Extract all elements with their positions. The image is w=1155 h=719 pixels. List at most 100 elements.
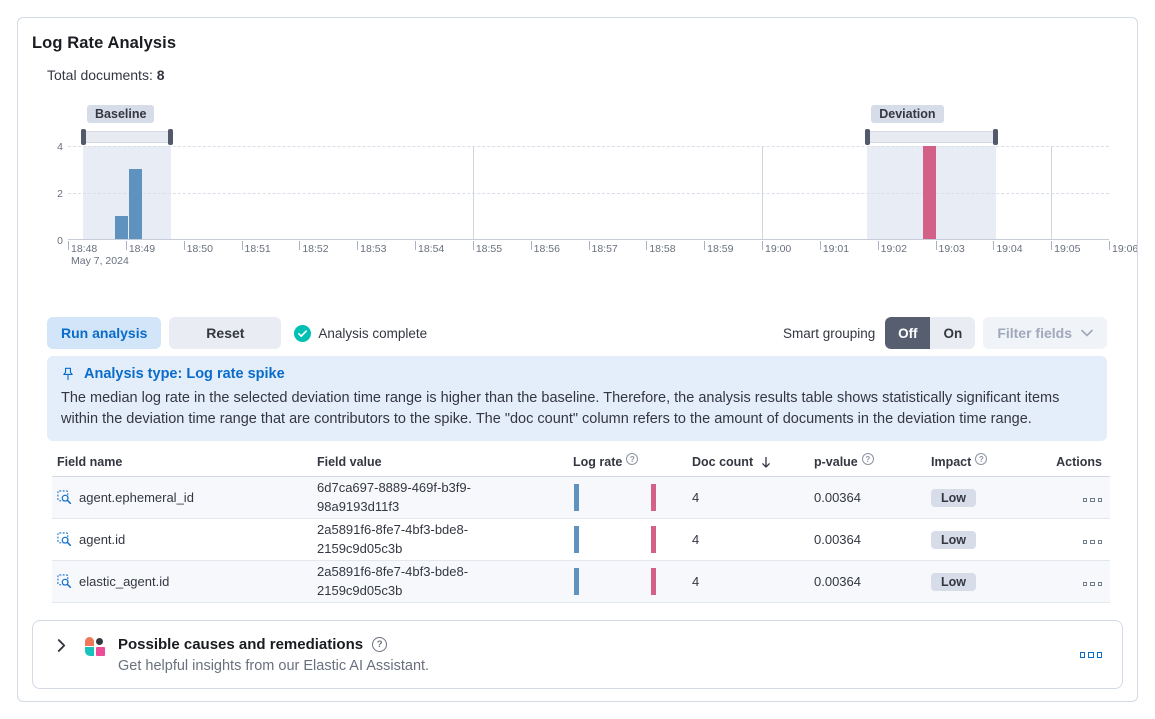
baseline-brush-handle-left[interactable] — [81, 129, 87, 145]
mini-deviation-bar — [651, 484, 656, 511]
pin-icon — [61, 367, 75, 381]
baseline-brush-handle-right[interactable] — [167, 129, 173, 145]
smart-grouping-off[interactable]: Off — [885, 317, 931, 349]
header-impact[interactable]: Impact? — [913, 453, 1037, 477]
total-documents: Total documents: 8 — [47, 67, 1123, 83]
reset-button[interactable]: Reset — [169, 317, 282, 349]
x-axis-label: 19:05 — [1054, 243, 1081, 255]
field-value: 6d7ca697-8889-469f-b3f9-98a9193d11f3 — [317, 480, 471, 514]
y-gridline — [68, 146, 1109, 147]
y-gridline — [68, 192, 1109, 194]
x-axis-label: 18:50 — [186, 243, 213, 255]
header-field-value[interactable]: Field value — [317, 453, 557, 477]
field-name: agent.id — [79, 532, 126, 547]
x-axis-tick — [472, 241, 474, 250]
table-row: elastic_agent.id 2a5891f6-8fe7-4bf3-bde8-… — [52, 560, 1110, 603]
ai-panel-title: Possible causes and remediations — [118, 636, 364, 653]
filter-field-search-icon[interactable] — [57, 490, 72, 505]
ai-panel-subtitle: Get helpful insights from our Elastic AI… — [118, 658, 430, 674]
check-circle-icon — [294, 324, 312, 342]
analysis-status: Analysis complete — [294, 324, 427, 342]
x-axis-tick — [935, 241, 937, 250]
x-axis-tick — [530, 241, 532, 250]
mini-baseline-bar — [574, 568, 579, 595]
callout-title-row: Analysis type: Log rate spike — [61, 366, 1093, 382]
x-axis-tick — [357, 241, 359, 250]
p-value-cell: 0.00364 — [795, 560, 913, 603]
y-axis-label: 0 — [57, 234, 63, 247]
total-documents-count: 8 — [156, 67, 165, 83]
help-icon[interactable]: ? — [372, 637, 388, 652]
impact-info-icon[interactable]: ? — [975, 453, 988, 465]
filter-field-search-icon[interactable] — [57, 532, 72, 547]
smart-grouping-toggle: Off On — [885, 317, 976, 349]
p-value-cell: 0.00364 — [795, 476, 913, 519]
x-axis-tick — [704, 241, 706, 250]
brush-badge-row: Baseline Deviation — [68, 105, 1109, 125]
x-axis-tick — [762, 241, 763, 250]
ai-assistant-panel[interactable]: Possible causes and remediations ? Get h… — [32, 620, 1123, 689]
x-axis-label: 18:55 — [475, 243, 503, 255]
header-p-value[interactable]: p-value? — [795, 453, 913, 477]
log-rate-info-icon[interactable]: ? — [626, 453, 639, 465]
x-axis-label: 18:59 — [707, 243, 734, 255]
header-doc-count[interactable]: Doc count — [677, 453, 795, 477]
deviation-brush-handle-left[interactable] — [865, 129, 871, 145]
row-actions-icon[interactable] — [1082, 581, 1102, 586]
header-log-rate[interactable]: Log rate? — [557, 453, 677, 477]
callout-title: Analysis type: Log rate spike — [84, 366, 285, 382]
x-axis-label: 18:56 — [533, 243, 560, 255]
field-name: elastic_agent.id — [79, 574, 170, 589]
x-axis-tick — [877, 241, 879, 250]
field-value: 2a5891f6-8fe7-4bf3-bde8-2159c9d05c3b — [317, 564, 469, 598]
analysis-type-callout: Analysis type: Log rate spike The median… — [47, 356, 1107, 441]
p-value-info-icon[interactable]: ? — [861, 453, 874, 465]
table-header-row: Field name Field value Log rate? Doc cou… — [52, 453, 1110, 477]
smart-grouping-on[interactable]: On — [930, 317, 976, 349]
row-actions-icon[interactable] — [1082, 539, 1102, 544]
impact-badge: Low — [931, 488, 976, 507]
run-analysis-button[interactable]: Run analysis — [47, 317, 162, 349]
table-row: agent.ephemeral_id 6d7ca697-8889-469f-b3f… — [52, 476, 1110, 519]
x-axis-label: 19:01 — [822, 243, 850, 255]
deviation-brush-handle-right[interactable] — [993, 129, 999, 145]
impact-badge: Low — [931, 530, 976, 549]
brush-overlay — [68, 129, 1109, 145]
header-field-name[interactable]: Field name — [52, 453, 317, 477]
controls-right: Smart grouping Off On Filter fields — [783, 317, 1107, 349]
x-gridline — [472, 146, 474, 239]
baseline-brush[interactable] — [83, 131, 171, 143]
x-axis-label: 18:58 — [649, 243, 676, 255]
chevron-right-icon[interactable] — [55, 639, 68, 652]
document-count-chart: Baseline Deviation 18:48 May 7, 2024 18:49 1… — [32, 105, 1137, 270]
ai-panel-actions-icon[interactable] — [1079, 652, 1102, 658]
histogram-bar-deviation — [923, 146, 937, 239]
x-gridline — [1051, 146, 1053, 239]
x-axis-label: 19:00 — [764, 243, 792, 255]
log-rate-mini-chart — [573, 484, 658, 511]
total-documents-label: Total documents: — [47, 67, 153, 83]
x-axis-date-label: May 7, 2024 — [71, 255, 129, 267]
x-axis-tick — [183, 241, 185, 250]
x-axis-tick — [588, 241, 590, 250]
x-axis-tick — [125, 241, 127, 250]
impact-badge: Low — [931, 572, 976, 591]
x-axis-label: 18:52 — [302, 243, 329, 255]
table-body: agent.ephemeral_id 6d7ca697-8889-469f-b3f… — [52, 476, 1110, 603]
x-axis-tick — [993, 241, 995, 250]
mini-baseline-bar — [574, 526, 579, 553]
filter-fields-label: Filter fields — [997, 325, 1072, 341]
deviation-brush[interactable] — [867, 131, 997, 143]
row-actions-icon[interactable] — [1082, 497, 1102, 502]
callout-body: The median log rate in the selected devi… — [61, 390, 1060, 427]
smart-grouping-label: Smart grouping — [783, 325, 876, 341]
table-row: agent.id 2a5891f6-8fe7-4bf3-bde8-2159c9d0… — [52, 518, 1110, 561]
controls-row: Run analysis Reset Analysis complete Sma… — [47, 317, 1107, 349]
filter-fields-button[interactable]: Filter fields — [983, 317, 1107, 349]
filter-field-search-icon[interactable] — [57, 574, 72, 589]
log-rate-analysis-panel: Log Rate Analysis Total documents: 8 Bas… — [17, 17, 1138, 702]
field-value: 2a5891f6-8fe7-4bf3-bde8-2159c9d05c3b — [317, 522, 469, 556]
histogram-bar-baseline — [129, 169, 143, 239]
analysis-results-table: Field name Field value Log rate? Doc cou… — [52, 453, 1110, 603]
